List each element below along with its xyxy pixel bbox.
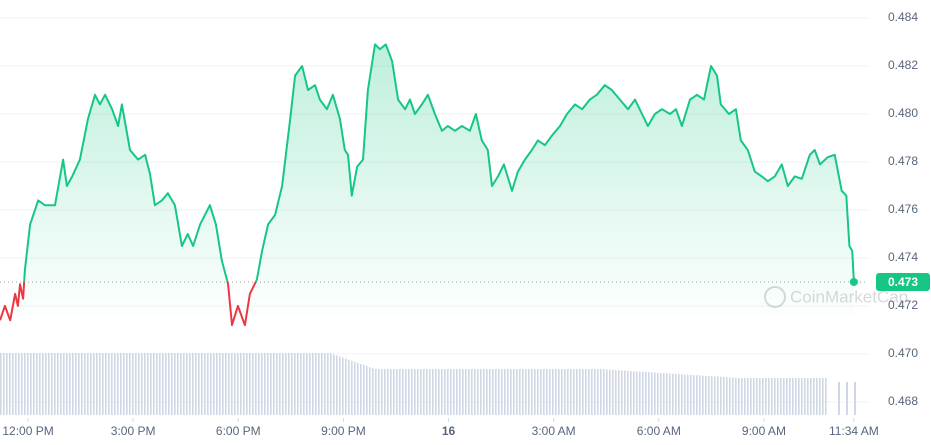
y-tick-label: 0.474 xyxy=(888,250,918,264)
x-tick-label: 6:00 PM xyxy=(216,424,261,438)
x-tick-label: 3:00 PM xyxy=(111,424,156,438)
price-line xyxy=(0,43,855,327)
plot: 0.473 xyxy=(0,43,930,419)
x-tick-label: 16 xyxy=(442,424,456,438)
y-tick-label: 0.476 xyxy=(888,202,918,216)
y-tick-label: 0.470 xyxy=(888,346,918,360)
y-tick-label: 0.482 xyxy=(888,58,918,72)
last-point xyxy=(849,277,858,286)
y-tick-label: 0.480 xyxy=(888,106,918,120)
y-tick-label: 0.472 xyxy=(888,298,918,312)
x-tick-label: 11:34 AM xyxy=(829,424,879,438)
price-badge-label: 0.473 xyxy=(888,275,918,289)
y-tick-label: 0.468 xyxy=(888,394,918,408)
x-tick-label: 12:00 PM xyxy=(2,424,53,438)
x-tick-label: 6:00 AM xyxy=(637,424,681,438)
y-tick-label: 0.478 xyxy=(888,154,918,168)
volume-bar xyxy=(854,382,856,415)
x-tick-label: 3:00 AM xyxy=(532,424,576,438)
x-tick-label: 9:00 PM xyxy=(321,424,366,438)
x-tick-label: 9:00 AM xyxy=(742,424,786,438)
price-badge xyxy=(876,272,930,291)
area xyxy=(0,44,854,419)
y-tick-label: 0.484 xyxy=(888,10,918,24)
